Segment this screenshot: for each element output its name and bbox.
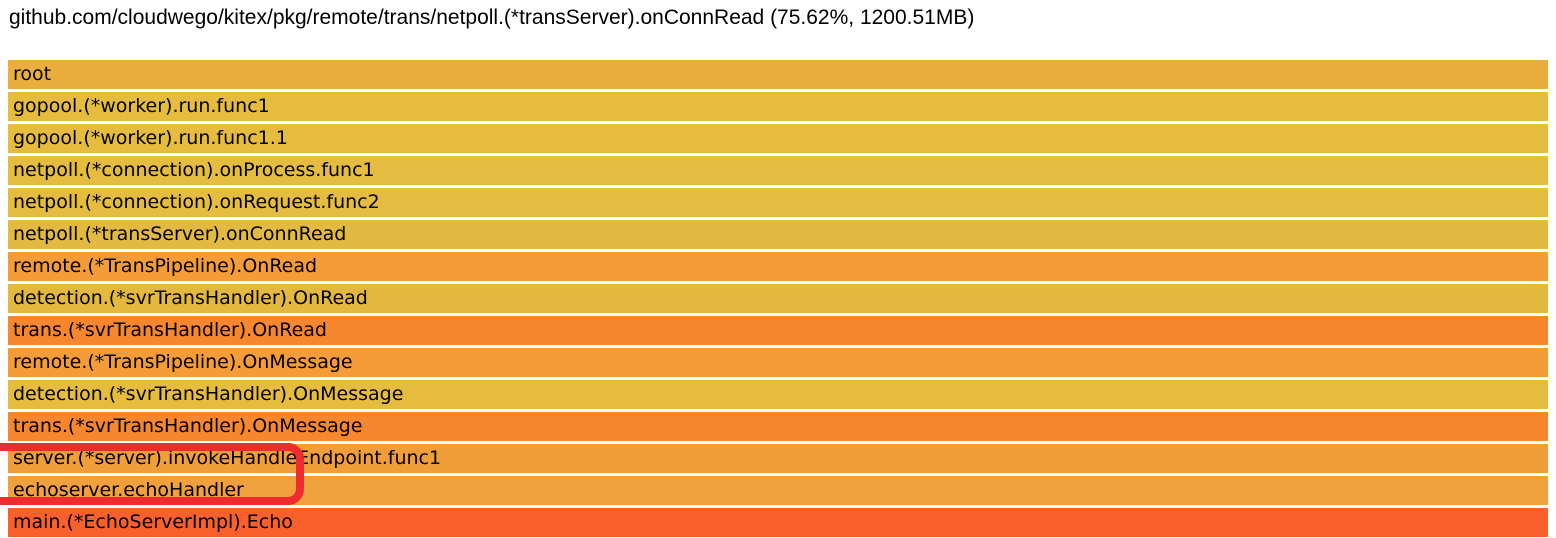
flame-frame-echoserver-echohandler[interactable]: echoserver.echoHandler: [8, 476, 1548, 505]
flame-frame-transpipeline-onread[interactable]: remote.(*TransPipeline).OnRead: [8, 252, 1548, 281]
flame-frame-netpoll-onrequest-func2[interactable]: netpoll.(*connection).onRequest.func2: [8, 188, 1548, 217]
selected-frame-title: github.com/cloudwego/kitex/pkg/remote/tr…: [9, 6, 975, 29]
flame-frame-invokehandleendpoint-func1[interactable]: server.(*server).invokeHandleEndpoint.fu…: [8, 444, 1548, 473]
flame-frame-netpoll-onprocess-func1[interactable]: netpoll.(*connection).onProcess.func1: [8, 156, 1548, 185]
flame-frame-gopool-run-func1[interactable]: gopool.(*worker).run.func1: [8, 92, 1548, 121]
flame-frame-transpipeline-onmessage[interactable]: remote.(*TransPipeline).OnMessage: [8, 348, 1548, 377]
flame-frame-main-echoserverimpl-echo[interactable]: main.(*EchoServerImpl).Echo: [8, 508, 1548, 537]
flame-frame-trans-onread[interactable]: trans.(*svrTransHandler).OnRead: [8, 316, 1548, 345]
flame-frame-gopool-run-func1-1[interactable]: gopool.(*worker).run.func1.1: [8, 124, 1548, 153]
flame-frame-detection-onmessage[interactable]: detection.(*svrTransHandler).OnMessage: [8, 380, 1548, 409]
flame-frame-trans-onmessage[interactable]: trans.(*svrTransHandler).OnMessage: [8, 412, 1548, 441]
flame-frame-detection-onread[interactable]: detection.(*svrTransHandler).OnRead: [8, 284, 1548, 313]
flame-frame-netpoll-onconnread[interactable]: netpoll.(*transServer).onConnRead: [8, 220, 1548, 249]
flame-frame-root[interactable]: root: [8, 60, 1548, 89]
flame-graph: root gopool.(*worker).run.func1 gopool.(…: [8, 60, 1548, 537]
